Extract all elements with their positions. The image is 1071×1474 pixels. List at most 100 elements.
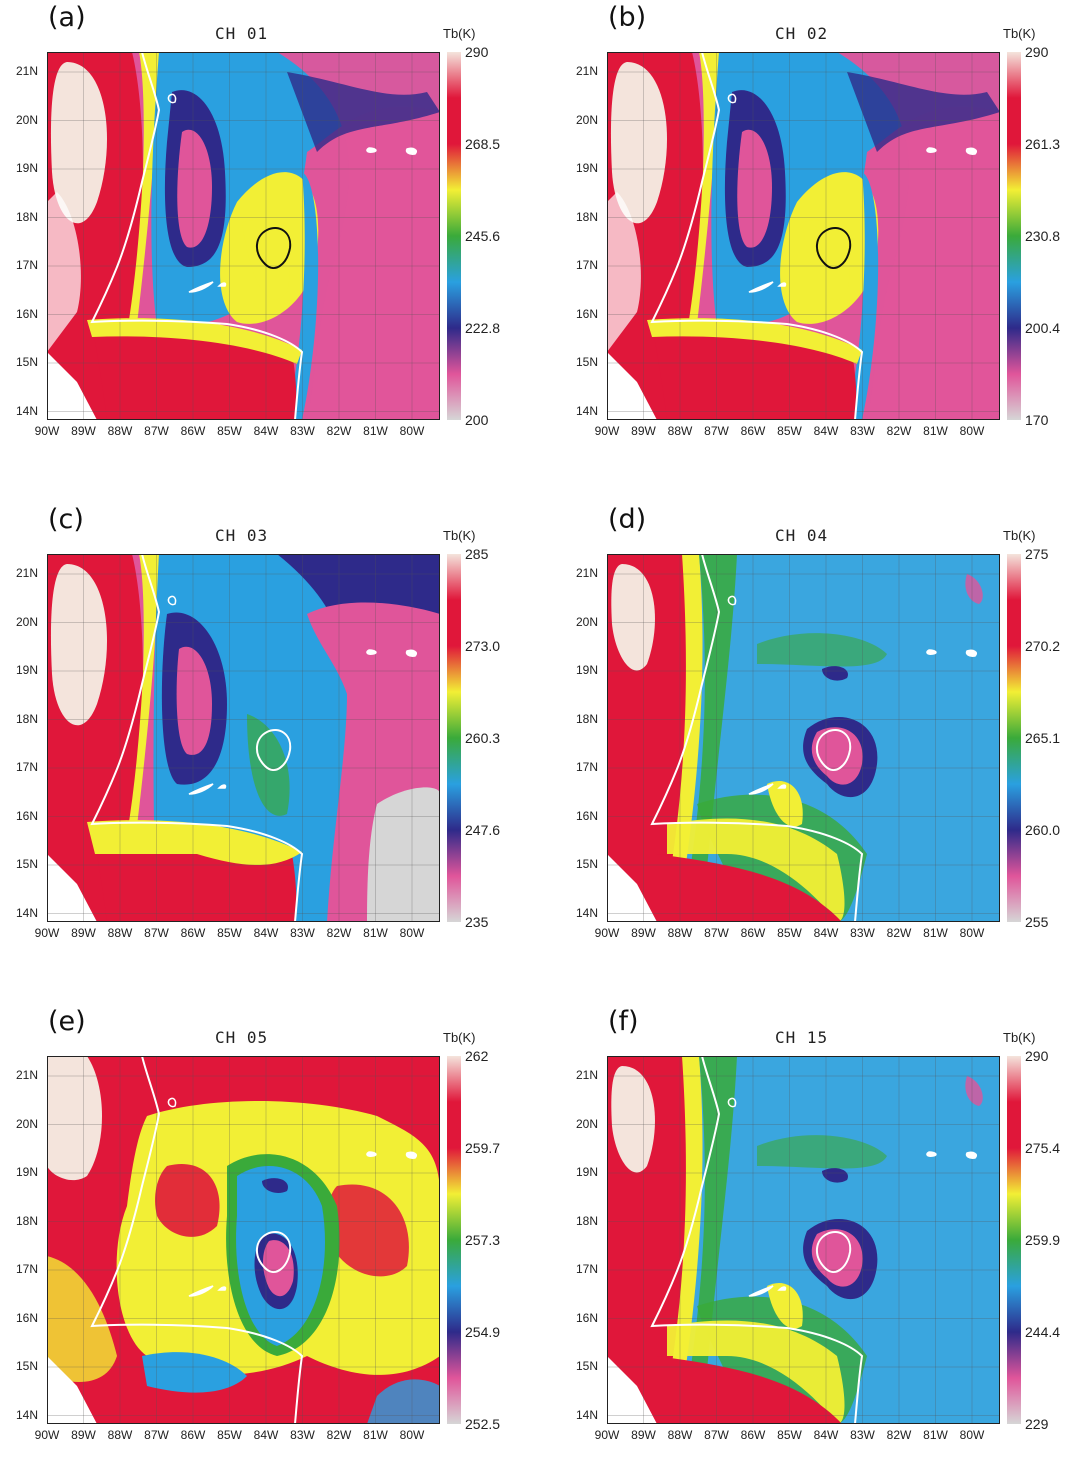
lon-label: 87W [144,926,169,940]
map-a [47,52,440,420]
lon-label: 81W [363,926,388,940]
lon-label: 81W [923,424,948,438]
lat-label: 17N [575,258,598,272]
colorbar-gradient [447,554,461,922]
colorbar-value: 257.3 [465,1232,501,1248]
lat-label: 21N [15,64,38,78]
colorbar-value: 265.1 [1025,730,1061,746]
island-outline [366,649,377,655]
lat-label: 16N [15,306,38,321]
lon-label: 82W [886,1428,912,1442]
lat-label: 20N [575,1116,598,1131]
lat-label: 15N [15,1359,38,1373]
lon-label: 86W [180,424,206,438]
panel-tag: (f) [608,1006,639,1037]
map-b [607,52,1000,420]
field-region [287,172,319,420]
island-outline [926,1151,937,1157]
field-region [287,72,440,152]
field-region [737,129,772,248]
coastline [650,1056,864,1424]
lon-label: 87W [704,424,729,438]
lat-label: 21N [575,64,598,78]
panel-title: CH 05 [215,1028,269,1047]
lon-label: 84W [253,926,279,940]
lon-label: 86W [180,1428,206,1442]
lat-label: 19N [575,1165,598,1179]
field-region [662,1056,703,1424]
lon-label: 80W [399,1428,425,1442]
lon-label: 84W [813,926,839,940]
island-outline [217,784,227,789]
lat-label: 21N [15,566,38,580]
field-region [822,1168,848,1183]
field-region [822,666,848,681]
field-region [667,818,845,922]
lon-label: 88W [107,424,133,438]
lon-label: 84W [253,1428,279,1442]
lat-label: 17N [575,760,598,774]
lat-label: 15N [15,857,38,871]
lon-label: 81W [363,424,388,438]
coastline [90,1056,304,1424]
colorbar-unit: Tb(K) [1003,1030,1036,1045]
lon-label: 89W [631,926,656,940]
field-region [607,192,641,352]
lon-label: 86W [740,1428,766,1442]
island-outline [167,93,177,104]
colorbar-value: 229 [1025,1416,1049,1432]
lon-label: 88W [667,926,693,940]
coastline [90,52,304,420]
colorbar-value: 244.4 [1025,1324,1061,1340]
colorbar-value: 290 [1025,44,1049,60]
panel-c: (c) CH 03 Tb(K) 21N 20N 19N 18N 17N 16N 15N 14N 90W… [0,502,520,972]
lon-label: 82W [326,1428,352,1442]
center-outline [256,227,292,269]
colorbar-value: 268.5 [465,136,501,152]
lon-label: 82W [326,926,352,940]
island-outline [405,1151,418,1159]
colorbar-value: 260.0 [1025,822,1061,838]
lat-label: 18N [575,711,598,726]
field-region [50,62,107,224]
swath-gap [47,352,97,420]
lon-label: 82W [326,424,352,438]
field-region [47,192,81,352]
lon-label: 87W [704,926,729,940]
lon-label: 89W [71,1428,96,1442]
lon-label: 83W [850,926,875,940]
island-outline [405,147,418,155]
colorbar-gradient [1007,52,1021,420]
lat-label: 21N [575,566,598,580]
field-region [87,820,302,866]
lon-label: 86W [740,424,766,438]
coastline [650,554,864,922]
field-region [367,787,440,922]
lon-label: 89W [71,424,96,438]
map-frame [607,1056,1000,1424]
lat-label: 20N [15,1116,38,1131]
lon-label: 80W [959,1428,985,1442]
island-outline [777,1286,787,1291]
field-region [965,574,983,604]
lon-label: 83W [850,424,875,438]
lon-label: 85W [217,1428,242,1442]
map-e [47,1056,440,1424]
panel-tag: (a) [48,2,86,33]
coastline [90,554,304,922]
field-region [657,1356,842,1424]
lon-label: 85W [777,926,802,940]
lon-label: 80W [399,926,425,940]
field-region [647,318,862,364]
colorbar-value: 245.6 [465,228,501,244]
lon-label: 80W [399,424,425,438]
colorbar-value: 275 [1025,546,1049,562]
field-region [50,564,107,726]
lon-label: 88W [107,1428,133,1442]
colorbar-gradient [447,52,461,420]
lon-label: 86W [740,926,766,940]
lon-label: 83W [290,926,315,940]
lon-label: 88W [107,926,133,940]
colorbar-value: 200.4 [1025,320,1061,336]
field-region [262,1178,288,1193]
